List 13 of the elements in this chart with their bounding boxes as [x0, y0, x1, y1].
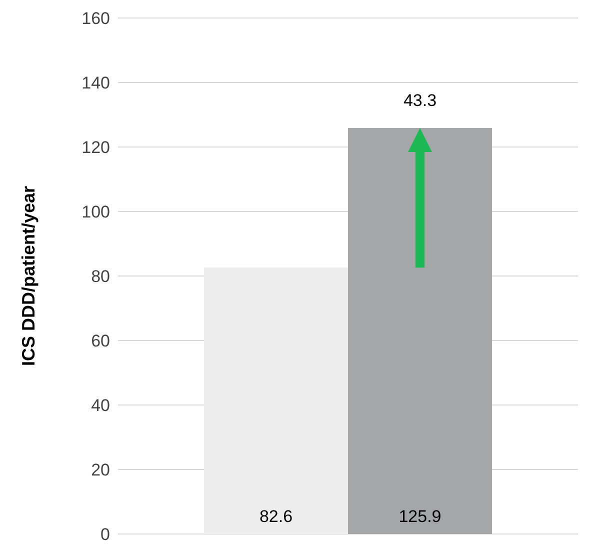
y-tick-label: 140 — [82, 74, 110, 93]
y-tick-label: 160 — [82, 9, 110, 28]
data-label: 125.9 — [398, 507, 442, 526]
y-tick-label: 100 — [82, 202, 110, 222]
y-axis-title: ICS DDD/patient/year — [18, 186, 38, 366]
y-tick-label: 80 — [91, 267, 110, 286]
y-tick-label: 40 — [91, 396, 110, 416]
y-tick-label: 60 — [91, 332, 110, 351]
y-tick-label: 120 — [82, 138, 110, 158]
y-tick-label: 20 — [91, 460, 110, 480]
data-label: 82.6 — [259, 507, 293, 526]
annotation: 43.3 — [403, 90, 437, 110]
y-tick-label: 0 — [100, 525, 110, 544]
